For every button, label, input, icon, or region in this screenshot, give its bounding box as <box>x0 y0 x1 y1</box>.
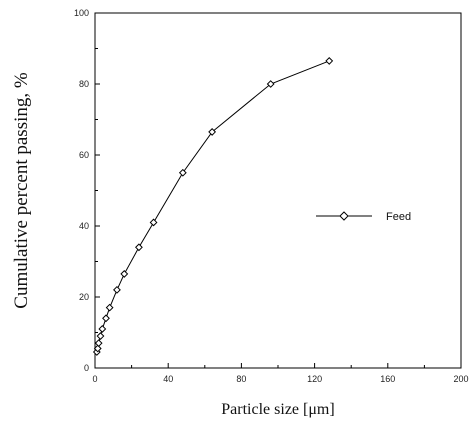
data-point <box>94 339 103 348</box>
x-tick-label: 0 <box>92 374 97 384</box>
x-tick-label: 160 <box>380 374 395 384</box>
data-point <box>98 325 107 333</box>
y-tick-label: 80 <box>79 79 89 89</box>
data-point <box>93 344 102 353</box>
data-point <box>120 270 129 278</box>
data-point <box>135 243 143 252</box>
x-axis-title: Particle size [μm] <box>221 401 334 418</box>
data-point <box>105 303 114 312</box>
y-tick-label: 20 <box>79 292 89 302</box>
series-line-feed <box>96 60 330 353</box>
y-tick-label: 100 <box>74 8 89 18</box>
data-point <box>113 285 121 294</box>
plot-border <box>94 12 462 369</box>
y-axis: 0 20 40 60 80 100 <box>74 8 100 373</box>
legend: Feed <box>316 211 411 223</box>
x-axis: 0 40 80 120 160 200 <box>92 363 469 384</box>
data-point <box>149 218 158 227</box>
data-point <box>266 80 275 88</box>
legend-marker-feed <box>339 211 349 221</box>
data-point <box>102 314 110 323</box>
series-feed <box>92 57 334 356</box>
x-tick-label: 200 <box>453 374 468 384</box>
x-tick-label: 120 <box>307 374 322 384</box>
data-point <box>208 128 217 136</box>
y-tick-label: 0 <box>84 363 89 373</box>
x-tick-label: 80 <box>236 374 246 384</box>
data-point <box>96 332 105 340</box>
y-axis-title: Cumulative percent passing, % <box>11 72 32 309</box>
y-tick-label: 60 <box>79 150 89 160</box>
data-point <box>325 57 334 65</box>
data-point <box>178 168 187 177</box>
plot-area <box>94 12 462 369</box>
x-tick-label: 40 <box>163 374 173 384</box>
y-tick-label: 40 <box>79 221 89 231</box>
legend-label-feed: Feed <box>386 211 411 223</box>
